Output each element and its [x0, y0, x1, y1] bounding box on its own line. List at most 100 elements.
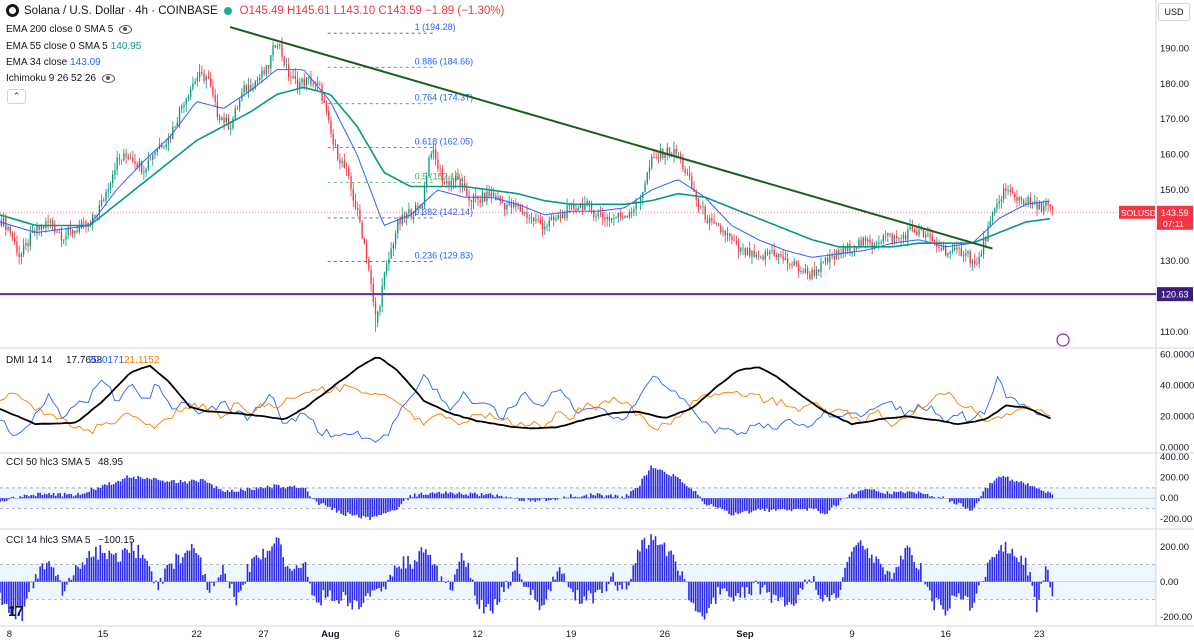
candle-body — [259, 77, 261, 81]
candle-body — [677, 154, 680, 156]
candle-body — [610, 218, 613, 221]
candle-body — [519, 205, 521, 212]
cci-bar — [627, 581, 630, 586]
candle-body — [508, 201, 510, 206]
cci-bar — [668, 551, 670, 582]
cci-bar — [650, 465, 652, 499]
candle-body — [626, 215, 628, 218]
candle-body — [316, 82, 319, 85]
cci-bar — [1031, 486, 1034, 499]
indicator-ema55[interactable]: EMA 55 close 0 SMA 5 140.95 — [6, 41, 141, 52]
cci-bar — [300, 488, 302, 499]
cci-bar — [815, 581, 817, 590]
candle-body — [247, 85, 250, 92]
candle-body — [123, 153, 125, 161]
cci-bar — [3, 581, 6, 604]
tradingview-logo[interactable]: 17 — [8, 603, 24, 620]
cci-bar — [121, 478, 124, 499]
candle-body — [624, 215, 626, 219]
cci-bar — [449, 492, 452, 499]
cci-bar — [159, 577, 162, 582]
cci-bar — [516, 497, 519, 499]
cci-bar — [253, 556, 255, 582]
cci-bar — [799, 581, 802, 589]
eye-icon[interactable] — [119, 24, 133, 34]
collapse-indicators-button[interactable]: ⌃ — [7, 89, 26, 104]
candle-body — [577, 207, 579, 211]
cci-bar — [202, 575, 204, 582]
cci-bar — [594, 495, 597, 499]
currency-button[interactable]: USD — [1158, 3, 1190, 21]
price-tick-label: 130.00 — [1160, 256, 1189, 267]
cci-bar — [685, 581, 688, 583]
cci-bar — [280, 487, 282, 499]
cci-bar — [1000, 477, 1002, 499]
cci-bar — [759, 498, 762, 510]
cci-bar — [788, 498, 791, 510]
cci-bar — [0, 581, 1, 593]
cci-bar — [1013, 481, 1016, 499]
indicator-ema34[interactable]: EMA 34 close 143.09 — [6, 57, 101, 68]
cci-bar — [730, 581, 733, 598]
cci-bar — [315, 498, 318, 502]
cci-bar — [480, 492, 483, 499]
cci-bar — [911, 491, 913, 499]
cci-bar — [255, 487, 258, 499]
cci-bar — [717, 581, 719, 588]
cci-bar — [1020, 481, 1022, 499]
candle-body — [419, 206, 421, 209]
cci-bar — [264, 557, 267, 582]
candle-body — [655, 157, 657, 158]
candle-body — [913, 229, 916, 232]
candle-body — [459, 178, 461, 187]
cci-bar — [106, 559, 108, 582]
cci-bar — [344, 498, 347, 516]
candle-body — [243, 85, 245, 93]
cci-bar — [788, 581, 791, 603]
x-tick-label: 27 — [258, 629, 269, 640]
candle-body — [702, 206, 704, 208]
cci-bar — [483, 495, 485, 499]
candle-body — [584, 203, 586, 211]
candle-body — [301, 78, 303, 83]
cci-bar — [355, 498, 358, 515]
candle-body — [855, 247, 858, 249]
cci-bar — [924, 581, 927, 585]
cci-bar — [507, 581, 510, 589]
cci-bar — [899, 491, 902, 499]
candle-body — [452, 180, 455, 182]
cci-bar — [768, 498, 771, 512]
cci-bar — [148, 566, 151, 582]
candle-body — [67, 227, 69, 236]
cci-bar — [83, 565, 86, 582]
cci-bar — [908, 491, 911, 499]
cci-bar — [46, 494, 48, 499]
symbol-title[interactable]: Solana / U.S. Dollar · 4h · COINBASE — [24, 4, 218, 17]
cci-bar — [761, 498, 764, 509]
candle-body — [7, 226, 9, 231]
candle-body — [105, 191, 107, 201]
candle-body — [564, 212, 566, 218]
candle-body — [617, 212, 619, 218]
candle-body — [185, 98, 187, 105]
cci-bar — [449, 581, 452, 591]
cci-bar — [824, 498, 826, 515]
cci-bar — [1009, 480, 1011, 499]
candle-body — [443, 182, 446, 184]
cci-bar — [110, 484, 113, 499]
cci-bar — [275, 537, 278, 582]
cci-bar — [63, 581, 66, 592]
candle-body — [98, 205, 101, 215]
dmi-tick-label: 60.0000 — [1160, 350, 1194, 361]
indicator-ema200[interactable]: EMA 200 close 0 SMA 5 — [6, 24, 133, 35]
indicator-ichimoku[interactable]: Ichimoku 9 26 52 26 — [6, 73, 116, 84]
candle-body — [112, 174, 114, 184]
candle-body — [181, 106, 183, 109]
cci-bar — [670, 550, 672, 582]
cci-bar — [960, 498, 962, 504]
cci-bar — [355, 581, 358, 602]
cci-bar — [101, 485, 104, 499]
eye-icon[interactable] — [102, 73, 116, 83]
cci-bar — [373, 581, 376, 591]
